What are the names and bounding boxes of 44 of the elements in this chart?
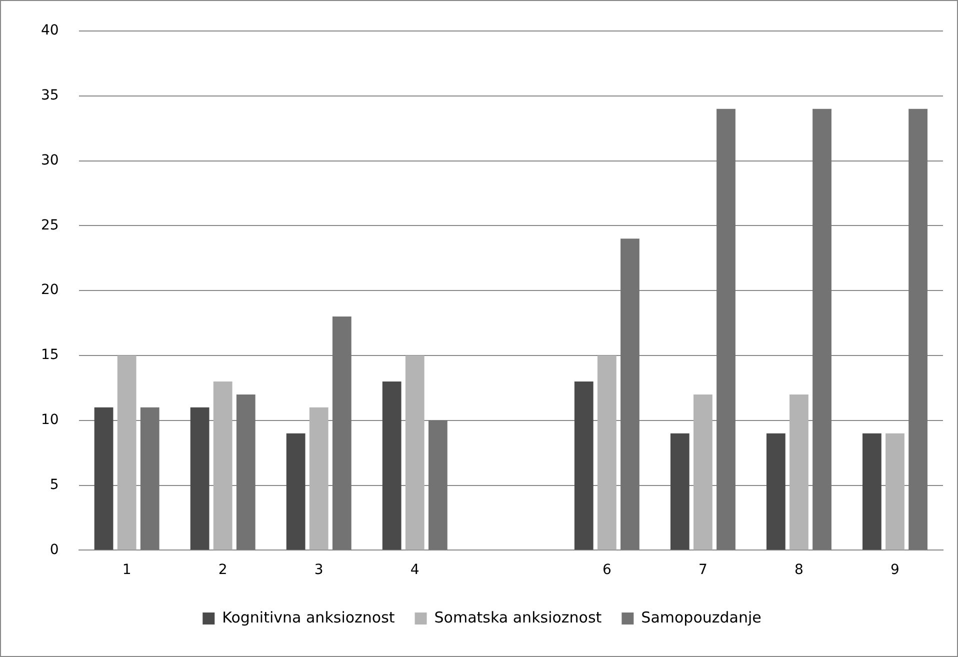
legend-label: Samopouzdanje (641, 608, 762, 626)
bar (694, 394, 712, 550)
x-tick-label: 6 (602, 562, 612, 578)
bar (620, 238, 640, 550)
bar (382, 381, 402, 550)
x-tick-label: 7 (698, 562, 708, 578)
x-tick-label: 8 (794, 562, 804, 578)
bar (213, 381, 232, 550)
bar (670, 433, 690, 550)
x-tick-label: 1 (122, 562, 132, 578)
bar (94, 407, 114, 550)
y-tick-label: 15 (40, 347, 59, 364)
x-tick-label: 9 (890, 562, 900, 578)
x-tick-label: 3 (314, 562, 324, 578)
bar (862, 433, 882, 550)
bar (908, 108, 928, 550)
bar (286, 433, 306, 550)
bar (597, 356, 616, 550)
legend-label: Somatska anksioznost (434, 608, 602, 626)
bar (332, 316, 352, 550)
bar (716, 108, 736, 550)
x-tick-label: 2 (218, 562, 228, 578)
y-tick-label: 25 (40, 217, 59, 234)
y-tick-label: 5 (50, 476, 59, 493)
bar (428, 420, 448, 550)
legend-label: Kognitivna anksioznost (222, 608, 395, 626)
bar (117, 356, 136, 550)
bar (405, 356, 424, 550)
bar (140, 407, 160, 550)
bar (309, 407, 328, 550)
y-tick-label: 30 (40, 152, 59, 168)
bar (886, 433, 904, 550)
y-tick-label: 35 (40, 88, 59, 104)
bar (766, 433, 786, 550)
bar (812, 108, 832, 550)
x-tick-label: 4 (410, 562, 420, 578)
y-tick-label: 0 (50, 542, 59, 558)
bar (574, 381, 594, 550)
bar (790, 394, 808, 550)
y-tick-label: 10 (40, 412, 59, 428)
y-tick-label: 20 (40, 282, 59, 298)
y-tick-label: 40 (40, 22, 59, 39)
bar (236, 394, 256, 550)
bar (190, 407, 210, 550)
